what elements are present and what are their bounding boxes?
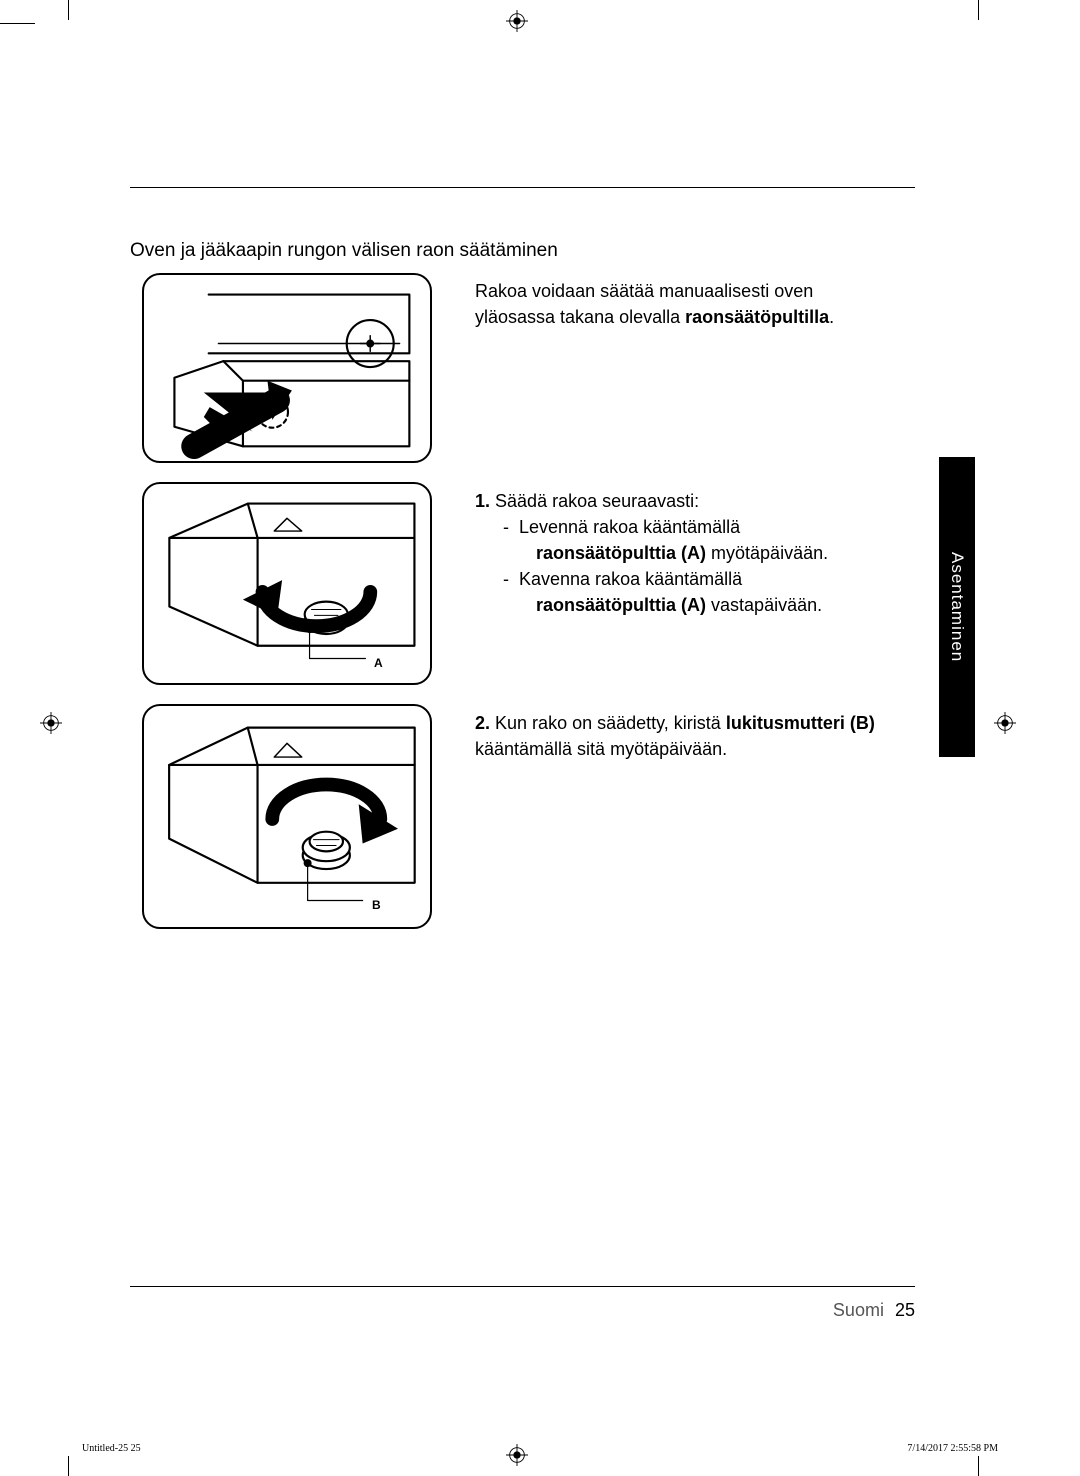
- text: kääntämällä sitä myötäpäivään.: [475, 739, 727, 759]
- divider: [130, 1286, 915, 1287]
- section-title: Oven ja jääkaapin rungon välisen raon sä…: [130, 240, 558, 262]
- registration-mark-icon: [506, 10, 528, 32]
- figure-3-label: B: [372, 898, 381, 912]
- figure-2: A: [142, 482, 432, 685]
- step-1: 1. Säädä rakoa seuraavasti: - Levennä ra…: [475, 488, 905, 618]
- text: Kun rako on säädetty, kiristä: [495, 713, 726, 733]
- intro-text: Rakoa voidaan säätää manuaalisesti oven …: [475, 278, 905, 330]
- sub-bullet: - Kavenna rakoa kääntämällä raonsäätöpul…: [503, 566, 905, 618]
- footer-page-number: 25: [895, 1300, 915, 1320]
- side-tab: Asentaminen: [939, 457, 975, 757]
- page-footer: Suomi 25: [833, 1300, 915, 1321]
- text: myötäpäivään.: [706, 543, 828, 563]
- registration-mark-icon: [506, 1444, 528, 1466]
- print-meta-right: 7/14/2017 2:55:58 PM: [907, 1443, 998, 1454]
- text-bold: raonsäätöpultilla: [685, 307, 829, 327]
- crop-mark: [68, 1456, 69, 1476]
- text: Rakoa voidaan säätää manuaalisesti oven: [475, 281, 813, 301]
- registration-mark-icon: [40, 712, 62, 734]
- text: .: [829, 307, 834, 327]
- figure-3: B: [142, 704, 432, 929]
- crop-mark: [0, 23, 35, 24]
- page-content: Oven ja jääkaapin rungon välisen raon sä…: [70, 50, 975, 1420]
- registration-mark-icon: [994, 712, 1016, 734]
- text-bold: raonsäätöpulttia (A): [536, 595, 706, 615]
- crop-mark: [978, 1456, 979, 1476]
- figure-1: [142, 273, 432, 463]
- text-bold: raonsäätöpulttia (A): [536, 543, 706, 563]
- crop-mark: [978, 0, 979, 20]
- step-number: 1.: [475, 491, 490, 511]
- footer-language: Suomi: [833, 1300, 884, 1320]
- text: vastapäivään.: [706, 595, 822, 615]
- crop-mark: [68, 0, 69, 20]
- text: yläosassa takana olevalla: [475, 307, 685, 327]
- sub-bullet: - Levennä rakoa kääntämällä raonsäätöpul…: [503, 514, 905, 566]
- step-2: 2. Kun rako on säädetty, kiristä lukitus…: [475, 710, 905, 762]
- text: Levennä rakoa kääntämällä: [519, 517, 740, 537]
- text-bold: lukitusmutteri (B): [726, 713, 875, 733]
- text: Kavenna rakoa kääntämällä: [519, 569, 742, 589]
- figure-2-label: A: [374, 656, 383, 670]
- text: Säädä rakoa seuraavasti:: [495, 491, 699, 511]
- print-meta-left: Untitled-25 25: [82, 1443, 141, 1454]
- step-number: 2.: [475, 713, 490, 733]
- divider: [130, 187, 915, 188]
